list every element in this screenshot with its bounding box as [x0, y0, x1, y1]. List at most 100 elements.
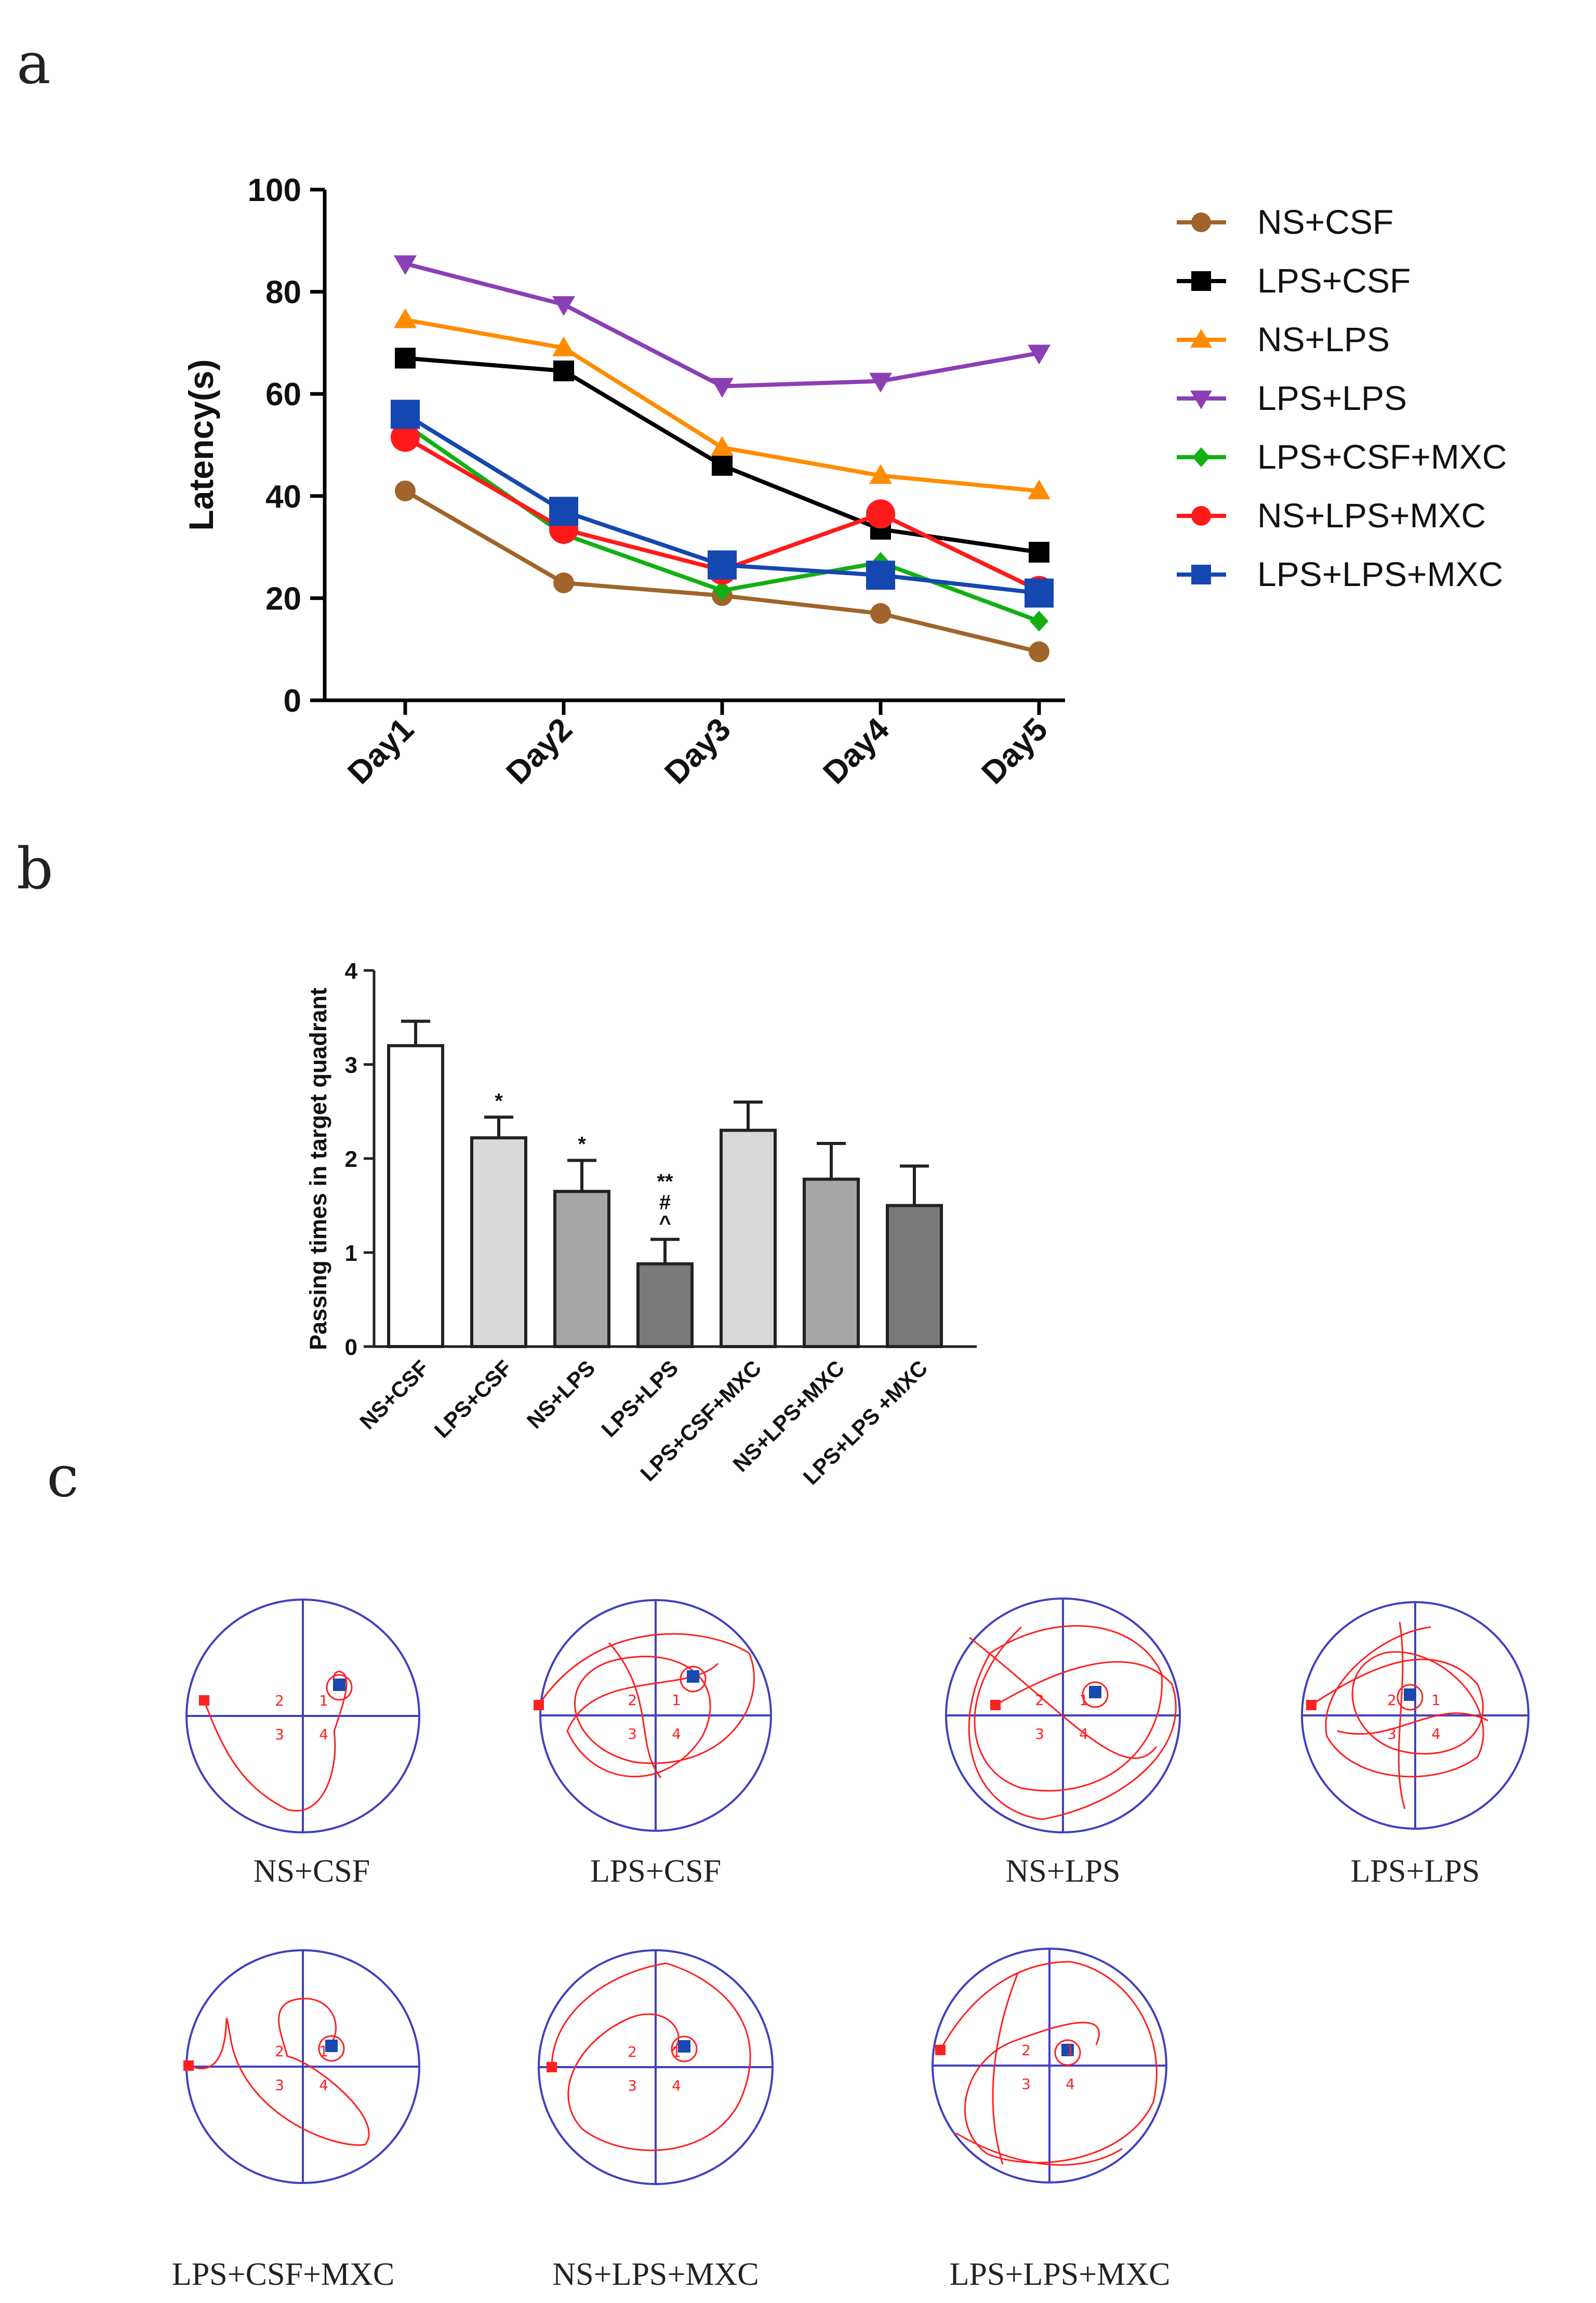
panel-letter-b: b	[17, 835, 53, 902]
legend-item: NS+LPS	[1177, 320, 1390, 358]
swim-path	[538, 1633, 755, 1778]
x-tick-label: NS+CSF	[355, 1355, 433, 1434]
quadrant-label: 2	[628, 1692, 637, 1709]
x-tick-label: Day4	[816, 711, 896, 791]
latency-series	[391, 255, 1054, 662]
data-point	[394, 255, 417, 275]
quadrant-label: 2	[275, 2043, 284, 2060]
data-point	[553, 360, 574, 381]
track-lps-csf: 1 2 3 4	[534, 1599, 772, 1832]
bar	[553, 1190, 610, 1349]
data-point	[866, 561, 895, 590]
track-ns-lps-mxc: 1 2 3 4	[538, 1949, 774, 2185]
data-point	[869, 372, 892, 393]
legend-marker	[1191, 271, 1211, 291]
data-point	[869, 464, 892, 484]
legend-marker	[1191, 212, 1211, 232]
data-point	[870, 603, 891, 624]
track-lps-csf-mxc: 1 2 3 4	[183, 1949, 420, 2184]
start-marker	[547, 2062, 557, 2072]
series-ns-lps	[394, 308, 1050, 499]
swim-path	[1311, 1621, 1488, 1809]
data-point	[711, 436, 734, 456]
legend-item: LPS+CSF	[1177, 261, 1411, 300]
legend-label: LPS+LPS+MXC	[1257, 555, 1503, 593]
platform-ring	[1082, 1681, 1109, 1708]
latency-legend: NS+CSF LPS+CSF NS+LPS LPS+LPS LPS+CSF+MXC NS+…	[1177, 203, 1507, 593]
significance-label: *	[495, 1089, 503, 1112]
data-point	[1029, 641, 1049, 662]
y-tick-label: 2	[345, 1147, 357, 1172]
quadrant-label: 3	[1035, 1725, 1044, 1742]
significance-label: *	[578, 1133, 586, 1156]
legend-marker	[1192, 447, 1211, 467]
x-tick-label: LPS+LPS	[596, 1355, 683, 1442]
legend-label: LPS+CSF+MXC	[1257, 437, 1507, 476]
y-tick-label: 1	[345, 1241, 357, 1266]
quadrant-label: 1	[1066, 2042, 1075, 2059]
panel-letter-a: a	[17, 30, 51, 97]
quadrant-label: 3	[1387, 1725, 1396, 1742]
track-label: LPS+CSF	[590, 1854, 721, 1889]
legend-label: NS+LPS+MXC	[1257, 496, 1486, 535]
legend-marker	[1191, 506, 1211, 526]
quadrant-label: 2	[1021, 2042, 1031, 2059]
swim-path	[968, 1625, 1177, 1820]
data-point	[395, 348, 416, 369]
quadrant-label: 4	[1431, 1725, 1441, 1742]
track-label: NS+LPS	[1005, 1854, 1120, 1889]
swim-tracks: 1 2 3 4 NS+CSF 1 2 3 4 LPS+CSF 1 2 3 4 NS+LPS 1 2 3 4 LPS+L…	[172, 1598, 1530, 2292]
start-marker	[1306, 1700, 1316, 1710]
series-lps-lps	[394, 255, 1050, 398]
quadrant-label: 3	[628, 2077, 637, 2094]
start-marker	[183, 2060, 194, 2071]
quadrant-label: 3	[1021, 2075, 1031, 2093]
legend-label: LPS+LPS	[1257, 379, 1407, 417]
quadrant-label: 4	[1079, 1725, 1088, 1742]
y-axis-label: Latency(s)	[182, 359, 220, 530]
track-label: LPS+LPS	[1351, 1854, 1480, 1889]
x-tick-label: Day1	[341, 711, 421, 791]
x-tick-label: Day3	[658, 711, 738, 791]
data-point	[1030, 610, 1048, 632]
bar-group: ^#** LPS+LPS	[596, 1170, 694, 1442]
data-point	[708, 550, 737, 580]
y-tick-label: 100	[248, 172, 301, 208]
swim-path	[188, 1998, 370, 2146]
quadrant-label: 1	[319, 2043, 328, 2060]
legend-item: LPS+LPS+MXC	[1177, 555, 1503, 593]
legend-item: NS+LPS+MXC	[1177, 496, 1486, 535]
platform-marker	[1089, 1686, 1101, 1698]
swim-path	[551, 1962, 751, 2151]
significance-label: **	[657, 1170, 673, 1193]
quadrant-label: 1	[319, 1692, 328, 1709]
track-label: LPS+LPS+MXC	[950, 2257, 1171, 2292]
quadrant-label: 2	[628, 2043, 637, 2060]
quadrant-label: 3	[628, 1725, 637, 1742]
platform-ring	[680, 1666, 707, 1693]
data-point	[394, 308, 417, 328]
data-point	[1028, 344, 1050, 365]
y-tick-label: 0	[284, 683, 301, 719]
track-lps-lps-mxc: 1 2 3 4	[932, 1948, 1167, 2184]
track-label: LPS+CSF+MXC	[172, 2257, 394, 2292]
y-tick-label: 40	[265, 479, 301, 515]
quadrant-label: 1	[672, 1692, 681, 1709]
swim-path	[203, 1670, 348, 1812]
significance-label: ^	[659, 1212, 671, 1235]
y-tick-label: 4	[345, 959, 358, 984]
bar	[803, 1177, 860, 1349]
panel-letter-c: c	[47, 1443, 79, 1510]
data-point	[391, 400, 420, 429]
platform-marker	[678, 2040, 690, 2053]
latency-line-chart: 0 20 40 60 80 100 Day1 Day2 Day3 Day4 Day5 Latency(…	[182, 172, 1507, 791]
quadrant-label: 4	[319, 1726, 328, 1743]
data-point	[1025, 578, 1054, 608]
data-point	[391, 422, 420, 452]
quadrant-label: 4	[672, 1725, 681, 1742]
y-tick-label: 20	[265, 581, 301, 617]
legend-marker	[1190, 390, 1212, 409]
legend-marker	[1190, 329, 1212, 348]
data-point	[1028, 479, 1050, 499]
data-point	[711, 378, 734, 398]
